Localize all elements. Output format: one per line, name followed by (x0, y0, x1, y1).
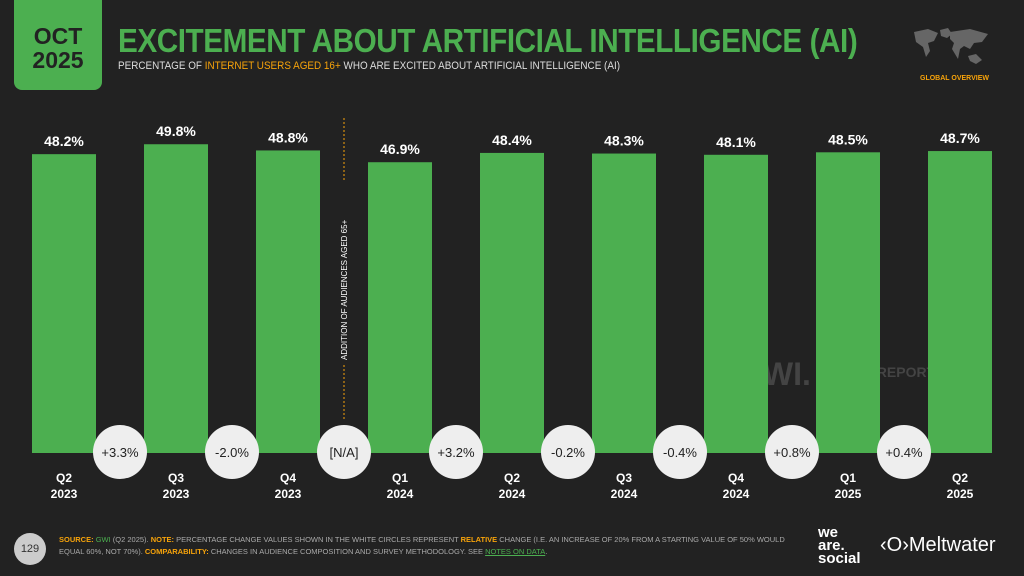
date-badge: OCT 2025 (14, 0, 102, 90)
logo-line: social (818, 550, 861, 567)
category-label-year: 2023 (163, 487, 190, 501)
annotation-label: ADDITION OF AUDIENCES AGED 65+ (340, 219, 349, 360)
page-title: EXCITEMENT ABOUT ARTIFICIAL INTELLIGENCE… (118, 22, 858, 59)
bar (704, 154, 768, 453)
category-label-quarter: Q3 (168, 471, 184, 485)
relative-text: RELATIVE (460, 535, 498, 544)
bar (144, 144, 208, 454)
value-label: 46.9% (380, 141, 420, 157)
comparability-label: COMPARABILITY: (144, 547, 209, 556)
bar-chart: 48.2% Q2 2023 49.8% Q3 2023 48.8% Q4 2023 46.9% Q1… (32, 118, 992, 501)
category-label-year: 2023 (275, 487, 302, 501)
subtitle-post: WHO ARE EXCITED ABOUT ARTIFICIAL INTELLI… (340, 60, 621, 72)
category-label-quarter: Q4 (280, 471, 296, 485)
subtitle-highlight: INTERNET USERS AGED 16+ (204, 60, 341, 72)
category-label-quarter: Q3 (616, 471, 632, 485)
category-label-quarter: Q2 (56, 471, 72, 485)
change-circle (653, 425, 707, 479)
category-label-quarter: Q1 (392, 471, 408, 485)
page-number: 129 (14, 533, 46, 565)
bar (928, 151, 992, 453)
change-label: +0.4% (885, 445, 923, 460)
category-label-quarter: Q2 (504, 471, 520, 485)
bar (256, 150, 320, 453)
category-label-year: 2024 (387, 487, 414, 501)
change-label: +0.8% (773, 445, 811, 460)
note-text: PERCENTAGE CHANGE VALUES SHOWN IN THE WH… (174, 535, 461, 544)
note-label: NOTE: (150, 535, 175, 544)
change-circle (765, 425, 819, 479)
change-circle (205, 425, 259, 479)
value-label: 48.7% (940, 130, 980, 146)
source-rest: (Q2 2025). (110, 535, 151, 544)
value-label: 48.2% (44, 133, 84, 149)
bar (816, 152, 880, 454)
value-label: 49.8% (156, 123, 196, 139)
we-are-social-logo: we are. social (818, 524, 861, 567)
subtitle-pre: PERCENTAGE OF (118, 60, 205, 72)
notes-on-data-link[interactable]: NOTES ON DATA (485, 547, 546, 556)
change-label: -2.0% (215, 445, 249, 460)
footer-end: . (545, 547, 548, 556)
value-label: 48.5% (828, 131, 868, 147)
world-map-icon (914, 28, 988, 64)
bar (592, 153, 656, 454)
date-year: 2025 (32, 47, 84, 73)
change-circle (541, 425, 595, 479)
category-label-year: 2024 (723, 487, 750, 501)
bar (32, 154, 96, 453)
logo-line: are. (818, 537, 845, 554)
logo-line: we (818, 524, 839, 541)
value-label: 48.1% (716, 134, 756, 150)
change-label: -0.2% (551, 445, 585, 460)
note-text-2: CHANGE (I.E. AN INCREASE OF 20% FROM A S… (59, 535, 785, 556)
meltwater-text: Meltwater (908, 534, 996, 556)
category-label-year: 2024 (611, 487, 638, 501)
change-label: -0.4% (663, 445, 697, 460)
change-label: +3.2% (437, 445, 475, 460)
subtitle: PERCENTAGE OF INTERNET USERS AGED 16+ WH… (118, 60, 620, 72)
change-circle (317, 425, 371, 479)
value-label: 48.3% (604, 133, 644, 149)
comparability-text: CHANGES IN AUDIENCE COMPOSITION AND SURV… (208, 547, 486, 556)
value-label: 48.8% (268, 129, 308, 145)
value-label: 48.4% (492, 132, 532, 148)
source-label: SOURCE: (59, 535, 94, 544)
category-label-quarter: Q4 (728, 471, 744, 485)
category-label-quarter: Q1 (840, 471, 856, 485)
region-label: GLOBAL OVERVIEW (920, 75, 989, 82)
bar (368, 162, 432, 453)
category-label-quarter: Q2 (952, 471, 968, 485)
meltwater-logo: ‹O›Meltwater (880, 534, 996, 556)
bar (480, 152, 544, 454)
category-label-year: 2025 (835, 487, 862, 501)
footer-note: SOURCE: GWI (Q2 2025). NOTE: PERCENTAGE … (59, 534, 799, 558)
change-circle (429, 425, 483, 479)
source-value: GWI (95, 535, 111, 544)
date-month: OCT (33, 23, 83, 49)
change-label: +3.3% (101, 445, 139, 460)
category-label-year: 2025 (947, 487, 974, 501)
category-label-year: 2024 (499, 487, 526, 501)
change-label: [N/A] (330, 445, 359, 460)
category-label-year: 2023 (51, 487, 78, 501)
change-circle (93, 425, 147, 479)
change-circle (877, 425, 931, 479)
